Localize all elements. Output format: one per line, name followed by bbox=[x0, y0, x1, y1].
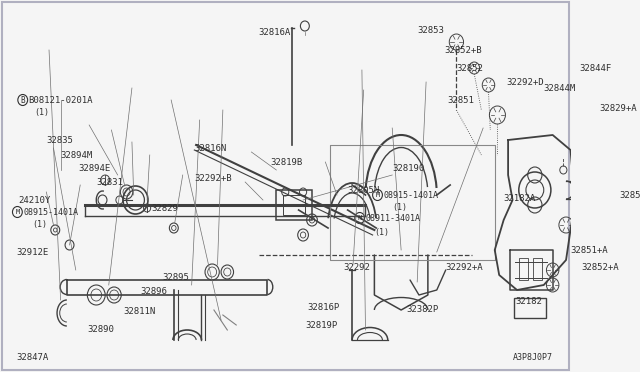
Text: 32890: 32890 bbox=[87, 326, 114, 334]
Text: 32895: 32895 bbox=[162, 273, 189, 282]
Text: (1): (1) bbox=[392, 202, 407, 212]
Bar bbox=[330, 145, 495, 260]
Text: B08121-0201A: B08121-0201A bbox=[29, 96, 93, 105]
Text: 32819B: 32819B bbox=[270, 157, 302, 167]
Text: 32852+A: 32852+A bbox=[581, 263, 619, 273]
Text: N: N bbox=[358, 215, 362, 221]
Bar bbox=[519, 258, 528, 280]
Text: 08915-1401A: 08915-1401A bbox=[23, 208, 78, 217]
Text: (1): (1) bbox=[374, 228, 389, 237]
Text: A3P8J0P7: A3P8J0P7 bbox=[513, 353, 553, 362]
Text: 32896: 32896 bbox=[141, 288, 168, 296]
Text: 32853: 32853 bbox=[620, 190, 640, 199]
Text: 32816P: 32816P bbox=[308, 304, 340, 312]
Text: 32382P: 32382P bbox=[406, 305, 439, 314]
Bar bbox=[515, 298, 545, 318]
Text: 32292+B: 32292+B bbox=[195, 173, 232, 183]
Text: 32811N: 32811N bbox=[123, 308, 156, 317]
Text: 32894E: 32894E bbox=[79, 164, 111, 173]
Text: 32852+B: 32852+B bbox=[444, 45, 481, 55]
Text: 32894M: 32894M bbox=[61, 151, 93, 160]
Text: 32816N: 32816N bbox=[195, 144, 227, 153]
Text: 32853: 32853 bbox=[417, 26, 444, 35]
Text: (1): (1) bbox=[32, 219, 47, 228]
Bar bbox=[284, 195, 305, 215]
Text: 32819P: 32819P bbox=[306, 321, 338, 330]
Text: (1): (1) bbox=[34, 108, 49, 116]
Text: 32805N: 32805N bbox=[348, 186, 380, 195]
Text: 32844M: 32844M bbox=[544, 83, 576, 93]
Text: 32831: 32831 bbox=[96, 177, 123, 186]
Text: 32829+A: 32829+A bbox=[599, 103, 637, 112]
Text: B: B bbox=[20, 96, 25, 105]
Text: 32912E: 32912E bbox=[16, 247, 48, 257]
Text: 08915-1401A: 08915-1401A bbox=[383, 190, 438, 199]
Text: 32844F: 32844F bbox=[579, 64, 612, 73]
Text: 32292+A: 32292+A bbox=[445, 263, 483, 273]
Text: 08911-3401A: 08911-3401A bbox=[365, 214, 420, 222]
Text: 32847A: 32847A bbox=[16, 353, 48, 362]
Text: 32851+A: 32851+A bbox=[570, 246, 608, 254]
Text: 328190: 328190 bbox=[392, 164, 424, 173]
Text: M: M bbox=[376, 192, 380, 198]
Text: M: M bbox=[15, 209, 19, 215]
Text: 32852: 32852 bbox=[456, 64, 483, 73]
Text: 32292: 32292 bbox=[343, 263, 370, 273]
Text: 32816A: 32816A bbox=[259, 28, 291, 36]
Text: 32182A: 32182A bbox=[504, 193, 536, 202]
Bar bbox=[276, 190, 312, 220]
Text: 32835: 32835 bbox=[46, 135, 73, 144]
Bar bbox=[533, 258, 542, 280]
Text: 32292+D: 32292+D bbox=[506, 77, 544, 87]
Text: 32182: 32182 bbox=[515, 298, 542, 307]
Text: 32851: 32851 bbox=[447, 96, 474, 105]
Text: 24210Y: 24210Y bbox=[18, 196, 50, 205]
Text: 32829: 32829 bbox=[152, 203, 179, 212]
Bar bbox=[620, 148, 637, 162]
